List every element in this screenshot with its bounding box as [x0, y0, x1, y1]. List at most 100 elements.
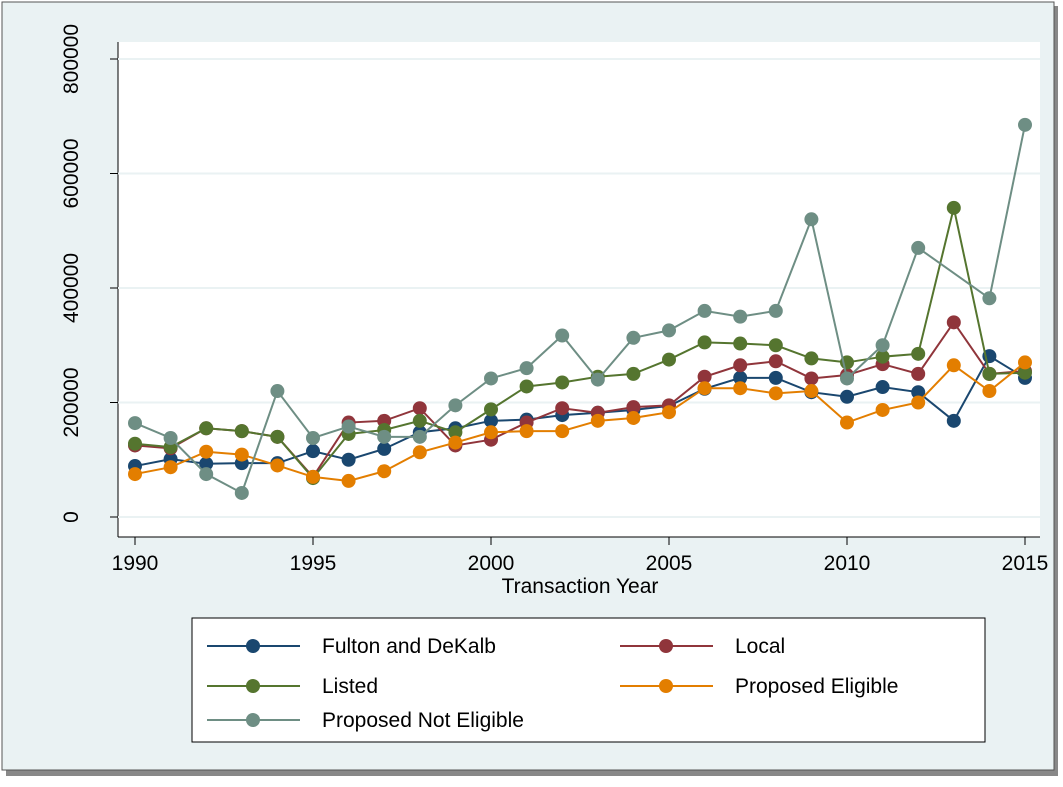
data-point — [768, 386, 783, 401]
data-point — [590, 413, 605, 428]
y-tick-label: 400000 — [60, 253, 83, 323]
legend — [191, 617, 986, 743]
data-point — [484, 413, 498, 428]
x-tick-label: 2005 — [646, 552, 693, 575]
data-point — [768, 370, 783, 385]
legend-label: Listed — [322, 675, 378, 698]
data-point — [199, 444, 214, 459]
data-point — [946, 200, 961, 215]
data-point — [1018, 365, 1032, 380]
data-point — [163, 430, 178, 445]
data-point — [662, 323, 676, 338]
data-point — [911, 366, 926, 381]
legend-label: Local — [735, 635, 785, 658]
data-point — [270, 458, 285, 473]
data-point — [519, 424, 534, 439]
data-point — [875, 338, 890, 353]
data-point — [982, 384, 997, 399]
data-point — [733, 381, 748, 396]
data-point — [697, 369, 712, 384]
data-point — [555, 401, 570, 416]
data-point — [662, 352, 676, 367]
data-point — [982, 366, 997, 381]
data-point — [733, 370, 748, 385]
data-point — [234, 424, 249, 439]
y-tick-label: 600000 — [60, 138, 83, 208]
data-point — [768, 354, 783, 369]
y-tick-label: 0 — [60, 511, 83, 523]
data-point — [234, 447, 249, 462]
data-point — [377, 429, 392, 444]
y-tick-label: 200000 — [60, 367, 83, 437]
data-point — [555, 424, 570, 439]
data-point — [377, 441, 392, 456]
data-point — [911, 240, 926, 255]
data-point — [377, 464, 392, 479]
x-tick-label: 2000 — [468, 552, 515, 575]
data-point — [911, 385, 926, 400]
data-point — [199, 467, 214, 482]
data-point — [270, 429, 285, 444]
data-point — [199, 456, 214, 471]
legend-label: Fulton and DeKalb — [322, 635, 496, 658]
data-point — [875, 349, 890, 364]
data-point — [733, 358, 748, 373]
data-point — [626, 330, 641, 345]
data-point — [448, 425, 463, 440]
data-point — [804, 351, 819, 366]
data-point — [875, 402, 890, 417]
x-axis-title: Transaction Year — [502, 575, 659, 598]
data-point — [697, 303, 712, 318]
data-point — [448, 435, 463, 450]
data-point — [946, 315, 961, 330]
legend-marker — [659, 639, 673, 653]
legend-label: Proposed Eligible — [735, 675, 898, 698]
data-point — [768, 303, 783, 318]
data-point — [662, 405, 676, 420]
data-point — [128, 416, 142, 431]
data-point — [733, 309, 748, 324]
data-point — [128, 436, 142, 451]
data-point — [341, 452, 356, 467]
x-tick-label: 2015 — [1002, 552, 1049, 575]
data-point — [128, 467, 142, 482]
data-point — [911, 346, 926, 361]
data-point — [412, 445, 427, 460]
data-point — [484, 402, 498, 417]
data-point — [697, 381, 712, 396]
data-point — [519, 379, 534, 394]
data-point — [1018, 117, 1032, 132]
data-point — [804, 212, 819, 227]
data-point — [448, 398, 463, 413]
data-point — [840, 389, 854, 404]
y-tick-label: 800000 — [60, 24, 83, 94]
x-tick-label: 1995 — [290, 552, 337, 575]
data-point — [341, 473, 356, 488]
data-point — [341, 419, 356, 434]
data-point — [804, 384, 819, 399]
data-point — [412, 401, 427, 416]
data-point — [519, 361, 534, 376]
data-point — [199, 421, 214, 436]
data-point — [412, 429, 427, 444]
data-point — [484, 371, 498, 386]
x-tick-label: 1990 — [112, 552, 159, 575]
data-point — [163, 460, 178, 475]
data-point — [946, 413, 961, 428]
data-point — [982, 291, 997, 306]
data-point — [306, 430, 320, 445]
x-tick-label: 2010 — [824, 552, 871, 575]
data-point — [626, 410, 641, 425]
data-point — [804, 371, 819, 386]
data-point — [555, 328, 570, 343]
data-point — [875, 380, 890, 395]
legend-marker — [246, 713, 260, 727]
data-point — [840, 415, 854, 430]
data-point — [270, 384, 285, 399]
data-point — [590, 372, 605, 387]
data-point — [412, 413, 427, 428]
data-point — [911, 395, 926, 410]
data-point — [840, 371, 854, 386]
